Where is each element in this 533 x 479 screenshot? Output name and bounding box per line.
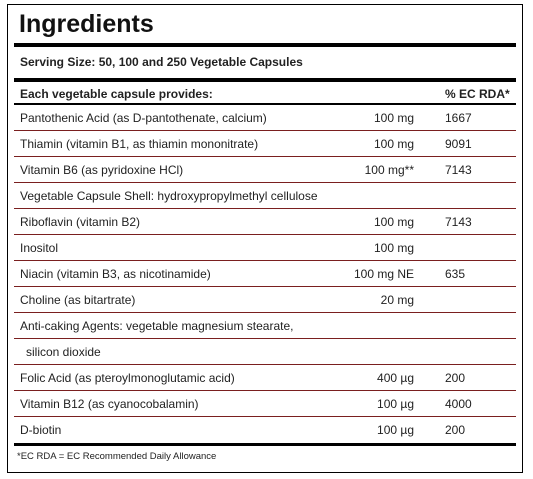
amount: 20 mg <box>380 293 414 307</box>
ingredient-name: Niacin (vitamin B3, as nicotinamide) <box>20 267 211 281</box>
amount: 100 mg NE <box>353 267 414 281</box>
table-row: Choline (as bitartrate) 20 mg <box>14 287 516 313</box>
ingredient-name: Riboflavin (vitamin B2) <box>20 215 141 229</box>
table-row: Vitamin B6 (as pyridoxine HCl) 100 mg** 71… <box>14 157 516 183</box>
title: Ingredients <box>19 10 154 38</box>
column-header: Each vegetable capsule provides: <box>20 87 213 101</box>
ingredient-name: Thiamin (vitamin B1, as thiamin mononitr… <box>20 137 259 151</box>
rule <box>14 43 516 47</box>
footnote: *EC RDA = EC Recommended Daily Allowance <box>17 451 217 462</box>
ingredient-name: Choline (as bitartrate) <box>20 293 136 307</box>
rule <box>14 78 516 82</box>
amount: 100 mg** <box>364 163 414 177</box>
ingredient-name: Pantothenic Acid (as D-pantothenate, cal… <box>20 111 267 125</box>
rda-percent: 1667 <box>445 111 472 125</box>
panel-frame <box>7 4 523 473</box>
rda-percent: 7143 <box>445 163 472 177</box>
table-row: D-biotin 100 µg 200 <box>14 417 516 443</box>
table-row: Niacin (vitamin B3, as nicotinamide) 100 … <box>14 261 516 287</box>
rule <box>14 103 516 105</box>
column-header: % EC RDA* <box>445 87 510 101</box>
table-row: Folic Acid (as pteroylmonoglutamic acid)… <box>14 365 516 391</box>
ingredient-name: D-biotin <box>20 423 62 437</box>
table-row: Pantothenic Acid (as D-pantothenate, cal… <box>14 105 516 131</box>
table-row: Anti-caking Agents: vegetable magnesium … <box>14 313 516 339</box>
amount: 100 µg <box>377 397 414 411</box>
rda-percent: 7143 <box>445 215 472 229</box>
table-row: Riboflavin (vitamin B2) 100 mg 7143 <box>14 209 516 235</box>
amount: 100 mg <box>373 137 414 151</box>
amount: 100 mg <box>373 111 414 125</box>
serving-size: Serving Size: 50, 100 and 250 Vegetable … <box>20 55 303 69</box>
ingredient-name: Vegetable Capsule Shell: hydroxypropylme… <box>20 189 318 203</box>
table-row: silicon dioxide <box>14 339 516 365</box>
rule <box>14 443 516 446</box>
amount: 400 µg <box>377 371 414 385</box>
rda-percent: 200 <box>445 423 466 437</box>
table-row: Thiamin (vitamin B1, as thiamin mononitr… <box>14 131 516 157</box>
amount: 100 mg <box>373 215 414 229</box>
ingredient-name: Inositol <box>20 241 59 255</box>
ingredient-name: Anti-caking Agents: vegetable magnesium … <box>20 319 294 333</box>
rda-percent: 635 <box>445 267 466 281</box>
rda-percent: 4000 <box>445 397 472 411</box>
ingredient-name: Folic Acid (as pteroylmonoglutamic acid) <box>20 371 235 385</box>
table-row: Vegetable Capsule Shell: hydroxypropylme… <box>14 183 516 209</box>
rda-percent: 200 <box>445 371 466 385</box>
ingredient-name: Vitamin B12 (as cyanocobalamin) <box>20 397 199 411</box>
table-row: Vitamin B12 (as cyanocobalamin) 100 µg 400… <box>14 391 516 417</box>
table-row: Inositol 100 mg <box>14 235 516 261</box>
ingredient-name: Vitamin B6 (as pyridoxine HCl) <box>20 163 184 177</box>
amount: 100 mg <box>373 241 414 255</box>
rda-percent: 9091 <box>445 137 472 151</box>
amount: 100 µg <box>377 423 414 437</box>
ingredient-name: silicon dioxide <box>26 345 101 359</box>
